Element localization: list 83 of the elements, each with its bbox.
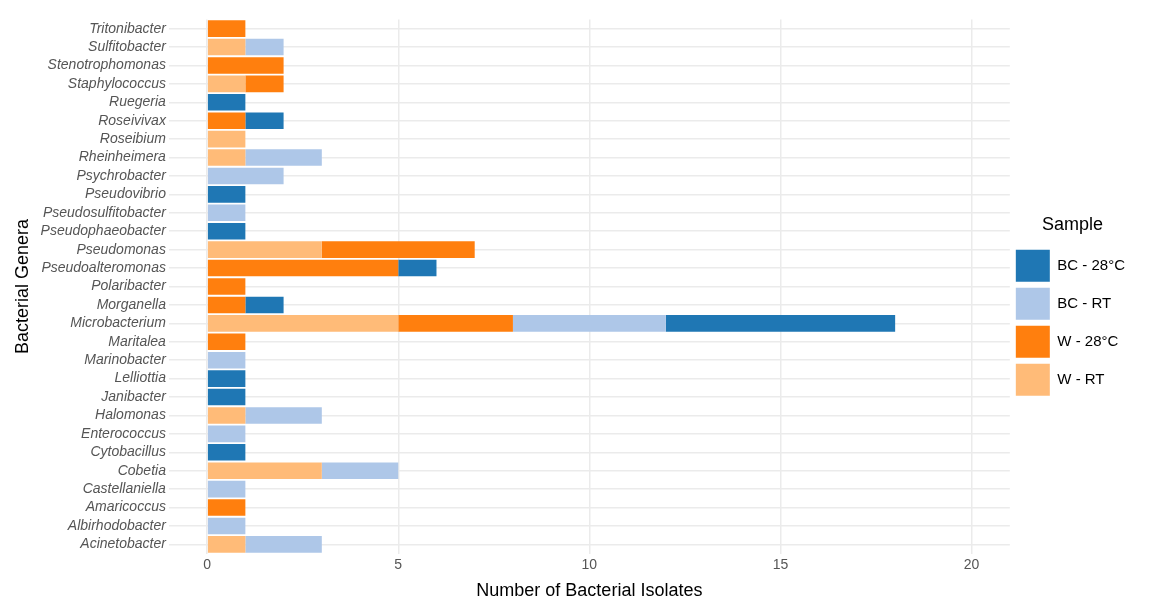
y-tick-label: Pseudosulfitobacter [42, 203, 168, 220]
y-tick-label: Tritonibacter [89, 19, 168, 36]
bar [207, 241, 322, 258]
y-tick-label: Pseudophaeobacter [40, 222, 168, 239]
x-tick-label: 5 [394, 555, 403, 572]
y-tick-label: Pseudovibrio [84, 185, 167, 202]
y-tick-label: Enterococcus [81, 424, 166, 441]
y-tick-label: Amaricoccus [84, 498, 166, 515]
bar [207, 315, 399, 332]
bar [207, 94, 246, 111]
y-tick-label: Pseudomonas [76, 240, 166, 257]
bar [207, 536, 246, 553]
x-tick-label: 20 [963, 555, 980, 572]
bar [207, 462, 322, 479]
y-axis-title: Bacterial Genera [11, 217, 32, 355]
bar [665, 315, 896, 332]
y-tick-label: Sulfitobacter [88, 37, 168, 54]
y-tick-label: Cobetia [117, 461, 167, 478]
y-tick-label: Staphylococcus [67, 74, 166, 91]
bar [321, 462, 399, 479]
bar [245, 149, 322, 166]
bar [207, 38, 246, 56]
y-tick-label: Albirhodobacter [66, 516, 168, 533]
y-tick-label: Psychrobacter [76, 166, 168, 183]
bar [207, 222, 246, 240]
y-tick-label: Halomonas [95, 406, 166, 423]
x-axis-title: Number of Bacterial Isolates [476, 580, 703, 601]
bar [207, 425, 246, 443]
bar [207, 278, 246, 295]
bar [245, 536, 322, 553]
bar [207, 517, 246, 535]
y-tick-label: Castellaniella [82, 480, 167, 497]
bar [207, 388, 246, 406]
bar [207, 204, 246, 222]
y-tick-label: Roseivivax [98, 111, 167, 128]
bar [207, 149, 246, 166]
bar [207, 499, 246, 516]
bar [321, 241, 475, 258]
bar [207, 351, 246, 369]
bar [207, 370, 246, 387]
bar [207, 444, 246, 461]
bar [245, 112, 284, 129]
y-tick-label: Marinobacter [84, 351, 168, 368]
y-tick-label: Pseudoalteromonas [41, 258, 166, 275]
bar [207, 333, 246, 351]
x-tick-label: 10 [581, 555, 598, 572]
legend-label: BC - 28°C [1057, 255, 1126, 273]
y-tick-label: Janibacter [100, 387, 168, 404]
bar [512, 315, 666, 332]
legend-title: Sample [1041, 214, 1103, 235]
bar [207, 75, 246, 93]
x-tick-label: 0 [203, 555, 212, 572]
y-tick-label: Lelliottia [114, 369, 167, 386]
y-tick-label: Stenotrophomonas [47, 56, 166, 73]
bar [398, 259, 437, 277]
y-tick-label: Rheinheimera [78, 148, 167, 165]
y-tick-label: Microbacterium [70, 314, 167, 331]
y-tick-label: Polaribacter [91, 277, 168, 294]
y-tick-label: Cytobacillus [90, 443, 166, 460]
bar [207, 112, 246, 129]
bar [207, 407, 246, 424]
x-tick-label: 15 [772, 555, 789, 572]
legend-label: W - 28°C [1057, 331, 1119, 349]
legend-label: W - RT [1057, 369, 1105, 387]
bar [207, 259, 399, 277]
bar [245, 296, 284, 314]
bar [207, 296, 246, 314]
bar [207, 186, 246, 203]
bar [207, 57, 284, 74]
bar [398, 315, 513, 332]
bar [207, 480, 246, 498]
bar [245, 75, 284, 93]
legend-label: BC - RT [1057, 293, 1112, 311]
y-tick-label: Maritalea [108, 332, 167, 349]
y-tick-label: Acinetobacter [79, 535, 168, 552]
bar [207, 167, 284, 185]
bar [207, 20, 246, 37]
bar [245, 407, 322, 424]
y-tick-label: Roseibium [99, 130, 167, 147]
bar [207, 130, 246, 148]
y-tick-label: Ruegeria [109, 93, 167, 110]
y-tick-label: Morganella [96, 295, 167, 312]
bar [245, 38, 284, 56]
